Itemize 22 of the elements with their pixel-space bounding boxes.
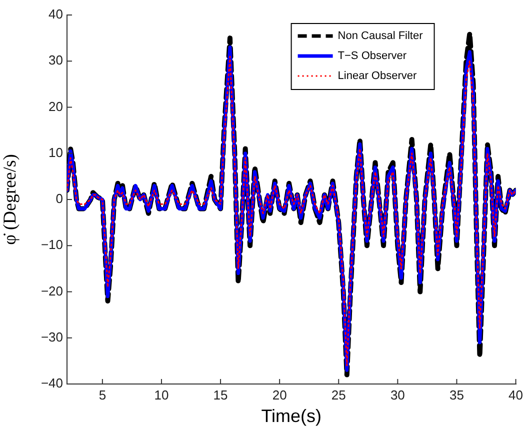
x-tick-label: 20	[272, 387, 287, 402]
y-tick-label: 0	[56, 191, 63, 206]
y-tick-label: 40	[48, 6, 63, 22]
legend-label: Linear Observer	[338, 70, 417, 82]
y-tick-label: −30	[40, 329, 63, 344]
x-tick-label: 35	[449, 387, 464, 402]
x-tick-label: 15	[213, 387, 228, 402]
y-tick-label: 10	[48, 144, 63, 160]
legend-label: T−S Observer	[338, 50, 407, 62]
x-tick-label: 25	[331, 387, 346, 402]
x-axis-title: Time(s)	[261, 406, 322, 426]
y-tick-label: 30	[48, 52, 63, 68]
legend-label: Non Causal Filter	[338, 30, 424, 42]
y-tick-label: −10	[40, 237, 63, 252]
x-tick-label: 40	[508, 387, 524, 402]
x-tick-label: 10	[154, 387, 169, 402]
y-tick-label: −20	[40, 283, 63, 298]
y-tick-label: 20	[48, 98, 63, 114]
y-tick-label: −40	[40, 376, 63, 391]
y-axis-title: φ̇ (Degree/s)	[0, 154, 20, 245]
x-tick-label: 30	[390, 387, 405, 402]
x-tick-label: 5	[98, 387, 106, 402]
